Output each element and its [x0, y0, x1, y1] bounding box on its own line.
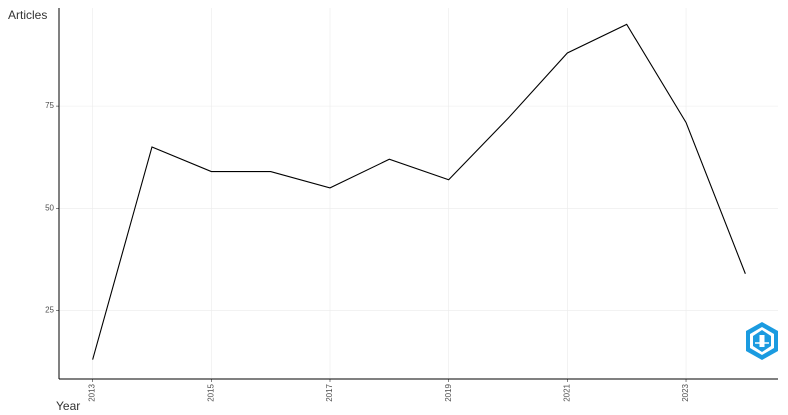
x-tick-label: 2017 [325, 383, 334, 401]
x-tick-label: 2021 [562, 383, 571, 401]
y-tick-label: 50 [45, 203, 54, 212]
y-tick-label: 75 [45, 101, 54, 110]
x-tick-label: 2015 [206, 383, 215, 401]
logo [746, 322, 778, 360]
x-tick-label: 2013 [88, 383, 97, 401]
x-axis-title: Year [56, 399, 80, 413]
y-tick-label: 25 [45, 306, 54, 315]
line [92, 23, 746, 360]
y-axis-title: Articles [8, 8, 47, 22]
x-tick-label: 2019 [444, 383, 453, 401]
x-tick-label: 2023 [681, 383, 690, 401]
